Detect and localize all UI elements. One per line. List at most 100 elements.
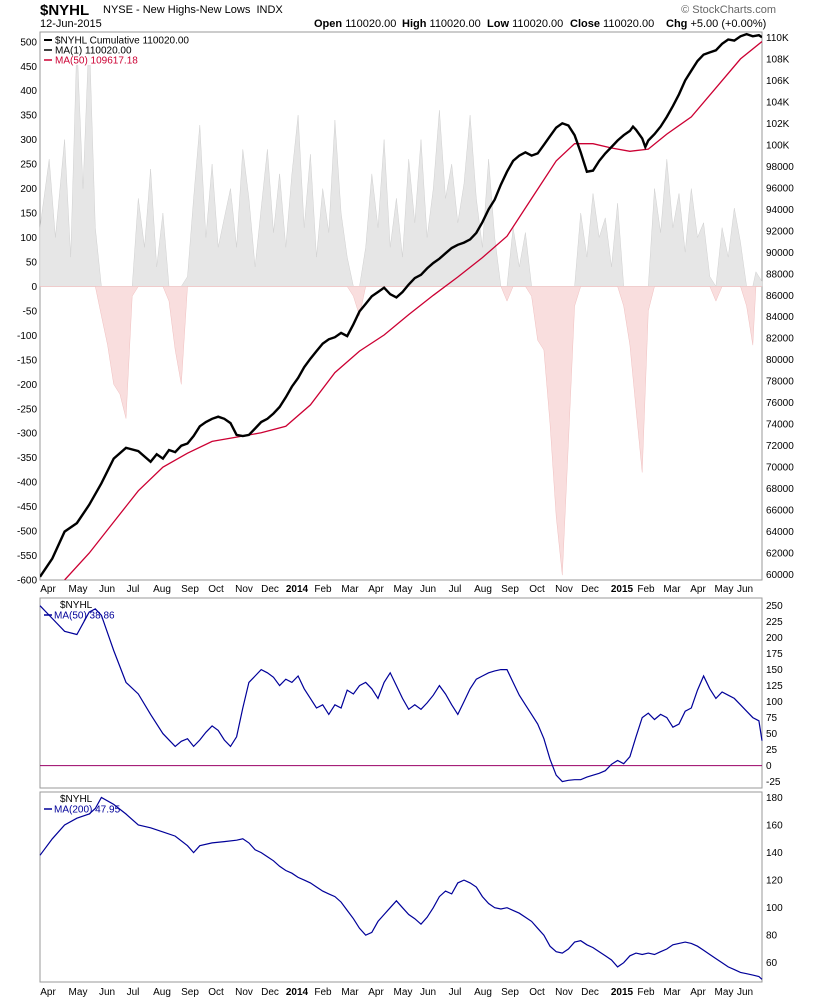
panel3-x-label: Nov — [235, 987, 253, 998]
panel2-axis-tick: -25 — [766, 777, 781, 788]
panel2-axis-tick: 225 — [766, 617, 783, 628]
panel3-x-label: Apr — [368, 987, 384, 998]
index-tag: INDX — [256, 4, 283, 16]
panel1-x-label: Oct — [208, 584, 224, 595]
panel2-title: $NYHL — [60, 600, 93, 611]
right-axis-tick: 98000 — [766, 162, 794, 173]
panel1-x-label: Dec — [581, 584, 599, 595]
panel3-x-label: May — [394, 987, 413, 998]
panel1-x-label: Feb — [637, 584, 655, 595]
right-axis-tick: 76000 — [766, 398, 794, 409]
left-axis-tick: -550 — [17, 551, 37, 562]
panel3-x-label: Oct — [529, 987, 545, 998]
left-axis-tick: -150 — [17, 355, 37, 366]
symbol-title: $NYHL — [40, 2, 90, 19]
panel2-legend-entry: MA(50) 38.86 — [54, 611, 115, 622]
panel3-x-label: Jun — [737, 987, 753, 998]
right-axis-tick: 80000 — [766, 355, 794, 366]
legend-entry: $NYHL Cumulative 110020.00 — [55, 36, 189, 47]
right-axis-tick: 94000 — [766, 205, 794, 216]
open-readout: Open 110020.00 — [314, 18, 396, 30]
panel2-axis-tick: 75 — [766, 713, 778, 724]
panel1-x-label: Nov — [555, 584, 573, 595]
ma50-line — [64, 40, 762, 580]
panel2-axis-tick: 175 — [766, 649, 783, 660]
right-axis-tick: 100K — [766, 140, 790, 151]
left-axis-tick: 300 — [20, 135, 37, 146]
panel1-x-label: 2014 — [286, 584, 309, 595]
right-axis-tick: 60000 — [766, 570, 794, 581]
high-value: 110020.00 — [429, 18, 481, 30]
panel3-x-label: Jul — [449, 987, 462, 998]
left-axis-tick: 450 — [20, 62, 37, 73]
legend-entry: MA(50) 109617.18 — [55, 56, 138, 67]
low-value: 110020.00 — [512, 18, 564, 30]
left-axis-tick: -100 — [17, 331, 37, 342]
panel1-x-label: Mar — [341, 584, 359, 595]
ma200-oscillator-line — [39, 796, 763, 980]
panel1-x-label: Apr — [368, 584, 384, 595]
panel3-x-label: 2015 — [611, 987, 634, 998]
panel3-axis-tick: 100 — [766, 903, 783, 914]
right-axis-tick: 96000 — [766, 183, 794, 194]
panel3-x-label: Dec — [261, 987, 279, 998]
left-axis-tick: 400 — [20, 86, 37, 97]
panel3-title: $NYHL — [60, 794, 93, 805]
panel1-x-label: Jun — [420, 584, 436, 595]
right-axis-tick: 82000 — [766, 334, 794, 345]
panel3-x-label: Oct — [208, 987, 224, 998]
left-axis-tick: -50 — [23, 306, 38, 317]
panel1-x-label: Sep — [181, 584, 199, 595]
right-axis-tick: 64000 — [766, 527, 794, 538]
panel3-x-label: Sep — [181, 987, 199, 998]
nyhl-positive-area — [39, 31, 763, 288]
right-axis-tick: 106K — [766, 76, 790, 87]
left-axis-tick: -450 — [17, 502, 37, 513]
panel1-x-label: Mar — [663, 584, 681, 595]
panel1-x-label: May — [715, 584, 734, 595]
panel3-axis-tick: 160 — [766, 821, 783, 832]
left-axis-tick: 500 — [20, 37, 37, 48]
panel3-axis-tick: 140 — [766, 848, 783, 859]
left-axis-tick: 100 — [20, 233, 37, 244]
left-axis-tick: -250 — [17, 404, 37, 415]
description-text: NYSE - New Highs-New Lows — [103, 4, 251, 16]
ma200-panel — [39, 791, 763, 983]
right-axis-tick: 102K — [766, 119, 790, 130]
left-axis-tick: -600 — [17, 576, 37, 587]
panel1-x-label: Aug — [474, 584, 492, 595]
open-label: Open — [314, 18, 343, 30]
panel1-x-label: Aug — [153, 584, 171, 595]
right-axis-tick: 88000 — [766, 269, 794, 280]
nyhl-negative-area — [39, 286, 763, 576]
right-axis-tick: 92000 — [766, 226, 794, 237]
low-readout: Low 110020.00 — [487, 18, 563, 30]
panel3-axis-tick: 120 — [766, 876, 783, 887]
panel2-axis-tick: 250 — [766, 601, 783, 612]
close-value: 110020.00 — [603, 18, 655, 30]
panel3-x-label: Mar — [663, 987, 681, 998]
cumulative-line — [40, 32, 762, 578]
panel3-x-label: May — [69, 987, 88, 998]
chg-readout: Chg +5.00 (+0.00%) — [666, 18, 766, 30]
panel2-axis-tick: 100 — [766, 697, 783, 708]
panel1-x-label: Apr — [40, 584, 56, 595]
right-axis-tick: 84000 — [766, 312, 794, 323]
panel3-x-label: Mar — [341, 987, 359, 998]
left-axis-tick: 0 — [31, 282, 37, 293]
panel2-axis-tick: 150 — [766, 665, 783, 676]
symbol-description: NYSE - New Highs-New Lows INDX — [103, 4, 283, 16]
chart-header: $NYHL NYSE - New Highs-New Lows INDX 12-… — [0, 0, 820, 32]
legend-entry: MA(1) 110020.00 — [55, 46, 132, 57]
panel1-x-label: 2015 — [611, 584, 634, 595]
high-label: High — [402, 18, 427, 30]
right-axis-tick: 110K — [766, 33, 789, 44]
panel1-x-label: May — [69, 584, 88, 595]
left-axis-tick: -300 — [17, 429, 37, 440]
panel3-x-label: Dec — [581, 987, 599, 998]
panel3-x-label: Sep — [501, 987, 519, 998]
panel3-axis-tick: 180 — [766, 793, 783, 804]
right-axis-tick: 104K — [766, 97, 790, 108]
